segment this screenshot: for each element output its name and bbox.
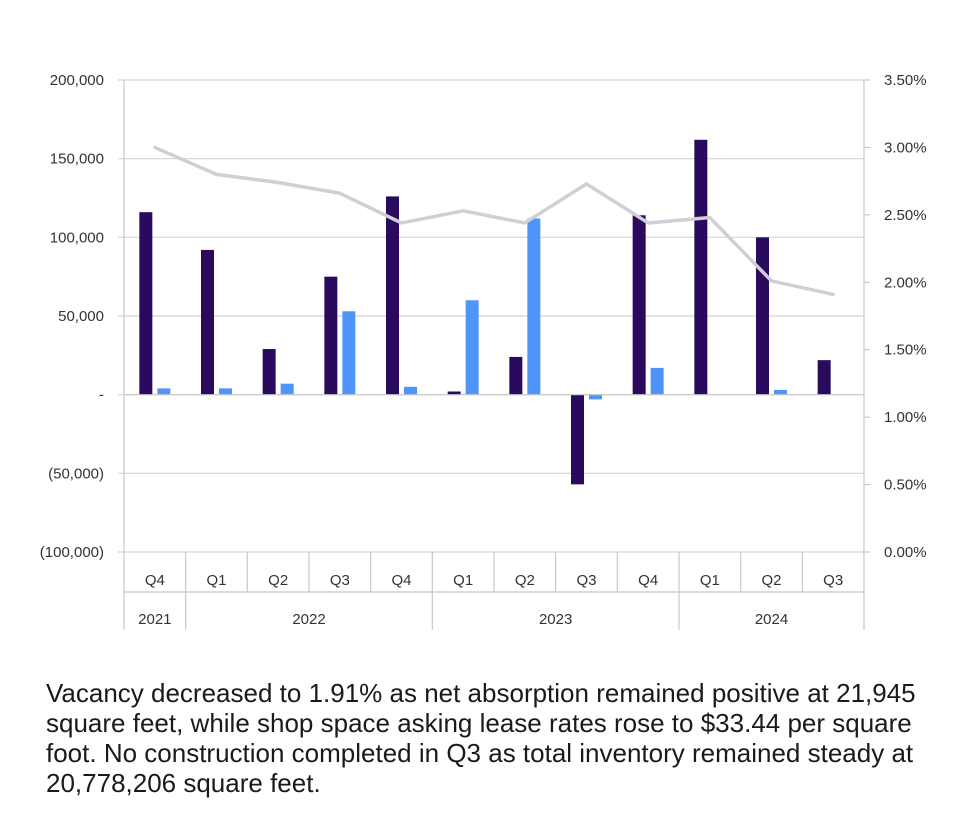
vacancy-line-group bbox=[153, 145, 835, 297]
right-tick-label: 0.00% bbox=[884, 544, 927, 561]
net-absorption-bar bbox=[386, 196, 399, 395]
right-tick-label: 3.00% bbox=[884, 139, 927, 156]
category-label: Q3 bbox=[330, 572, 350, 589]
left-tick-label: 150,000 bbox=[50, 151, 104, 168]
net-absorption-bar bbox=[756, 237, 769, 395]
year-label: 2023 bbox=[539, 611, 572, 628]
deliveries-bar bbox=[650, 367, 664, 395]
left-tick-label: (50,000) bbox=[48, 465, 104, 482]
deliveries-bar bbox=[589, 394, 602, 400]
deliveries-bar bbox=[774, 389, 787, 395]
deliveries-bar bbox=[404, 386, 417, 395]
year-label: 2022 bbox=[292, 611, 325, 628]
net-absorption-bar bbox=[201, 249, 214, 395]
deliveries-bar bbox=[280, 383, 294, 395]
right-tick-label: 2.50% bbox=[884, 207, 927, 224]
category-label: Q2 bbox=[515, 572, 535, 589]
year-label: 2024 bbox=[755, 611, 788, 628]
net-absorption-bar bbox=[324, 276, 338, 395]
category-label: Q1 bbox=[206, 572, 226, 589]
net-absorption-bar bbox=[632, 215, 646, 395]
left-tick-label: 200,000 bbox=[50, 72, 104, 89]
gridlines bbox=[118, 79, 864, 553]
right-tick-label: 1.00% bbox=[884, 409, 927, 426]
category-label: Q2 bbox=[761, 572, 781, 589]
left-tick-label: 50,000 bbox=[58, 308, 104, 325]
chart-caption: Vacancy decreased to 1.91% as net absorp… bbox=[46, 678, 916, 798]
left-tick-label: 100,000 bbox=[50, 229, 104, 246]
bars bbox=[139, 139, 831, 485]
right-tick-label: 3.50% bbox=[884, 72, 927, 89]
net-absorption-bar bbox=[694, 139, 708, 395]
deliveries-bar bbox=[157, 388, 171, 395]
right-tick-label: 1.50% bbox=[884, 342, 927, 359]
net-absorption-bar bbox=[509, 356, 523, 395]
net-absorption-bar bbox=[262, 349, 276, 395]
left-tick-label: (100,000) bbox=[40, 544, 104, 561]
axes bbox=[123, 79, 870, 630]
deliveries-bar bbox=[219, 388, 232, 395]
year-label: 2021 bbox=[138, 611, 171, 628]
net-absorption-bar bbox=[447, 391, 461, 395]
deliveries-bar bbox=[527, 218, 541, 395]
category-label: Q2 bbox=[268, 572, 288, 589]
category-label: Q4 bbox=[638, 572, 658, 589]
right-tick-label: 0.50% bbox=[884, 477, 927, 494]
deliveries-bar bbox=[342, 311, 356, 395]
tick-labels: 200,000 150,000 100,000 50,000 - (50,000) (100… bbox=[40, 72, 927, 628]
category-label: Q3 bbox=[823, 572, 843, 589]
category-label: Q4 bbox=[391, 572, 411, 589]
net-absorption-bar bbox=[817, 360, 831, 395]
category-label: Q3 bbox=[576, 572, 596, 589]
left-tick-label: - bbox=[99, 387, 104, 404]
combo-chart: 200,000 150,000 100,000 50,000 - (50,000) (100… bbox=[40, 72, 927, 630]
net-absorption-bar bbox=[139, 212, 153, 395]
category-label: Q1 bbox=[700, 572, 720, 589]
right-tick-label: 2.00% bbox=[884, 274, 927, 291]
category-label: Q1 bbox=[453, 572, 473, 589]
vacancy-line bbox=[153, 145, 835, 297]
net-absorption-bar bbox=[571, 394, 584, 485]
deliveries-bar bbox=[465, 300, 479, 395]
category-label: Q4 bbox=[145, 572, 165, 589]
